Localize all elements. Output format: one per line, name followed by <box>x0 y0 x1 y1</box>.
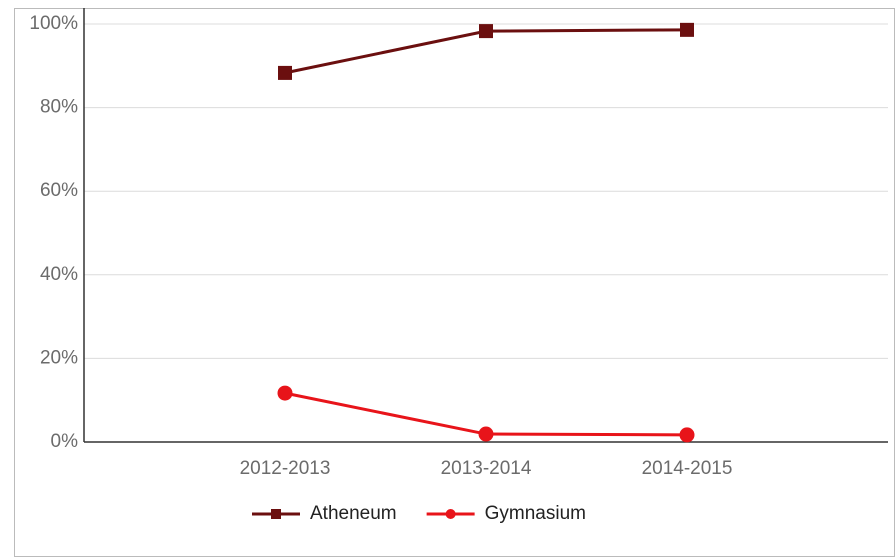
y-tick-label: 20% <box>40 347 78 368</box>
legend-label: Atheneum <box>310 503 397 524</box>
frame <box>14 8 895 557</box>
y-tick-label: 40% <box>40 264 78 285</box>
y-tick-label: 80% <box>40 97 78 118</box>
data-point <box>679 427 695 443</box>
y-tick-label: 100% <box>29 13 78 34</box>
data-point <box>680 22 694 37</box>
x-tick-label: 2014-2015 <box>642 458 733 479</box>
data-point <box>277 385 293 401</box>
legend-marker <box>271 509 281 519</box>
x-tick-label: 2013-2014 <box>441 458 532 479</box>
legend-label: Gymnasium <box>485 503 586 524</box>
y-tick-label: 60% <box>40 180 78 201</box>
data-point <box>479 24 493 39</box>
data-point <box>478 426 494 442</box>
legend-marker <box>445 509 456 519</box>
data-point <box>278 65 292 80</box>
x-tick-label: 2012-2013 <box>240 458 331 479</box>
y-tick-label: 0% <box>51 431 79 452</box>
